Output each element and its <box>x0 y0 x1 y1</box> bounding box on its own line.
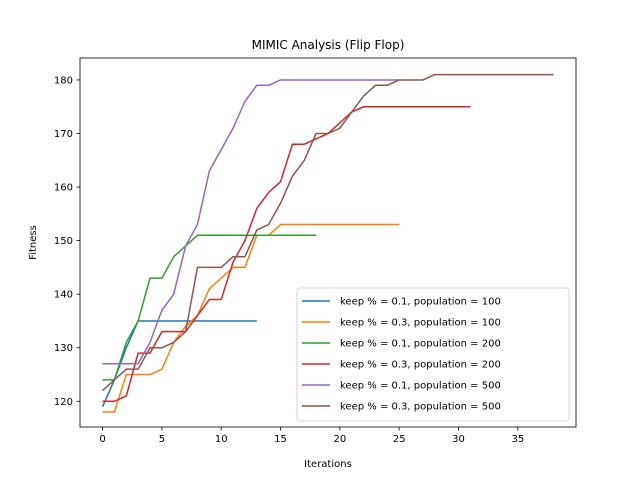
series-line-4 <box>102 105 471 403</box>
legend-label: keep % = 0.3, population = 200 <box>340 360 501 371</box>
y-tick-label: 130 <box>54 343 73 354</box>
x-tick-label: 10 <box>215 434 228 445</box>
y-axis-label: Fitness <box>28 225 39 260</box>
legend-box <box>296 287 570 422</box>
x-tick-label: 20 <box>333 434 346 445</box>
y-tick-label: 170 <box>54 129 73 140</box>
x-axis-ticks: 0 5 10 15 20 25 30 35 <box>99 427 524 445</box>
x-tick-label: 0 <box>99 434 105 445</box>
legend-label: keep % = 0.1, population = 100 <box>340 297 501 308</box>
legend-label: keep % = 0.3, population = 100 <box>340 318 501 329</box>
series-line-1 <box>101 320 257 407</box>
x-tick-label: 30 <box>452 434 465 445</box>
series-line-6 <box>102 73 554 392</box>
series-line-3 <box>102 234 317 381</box>
series-line-2 <box>102 223 400 413</box>
x-tick-label: 5 <box>159 434 165 445</box>
x-axis-label: Iterations <box>304 459 352 470</box>
plot-lines <box>101 73 554 413</box>
legend-label: keep % = 0.1, population = 500 <box>340 381 501 392</box>
x-tick-label: 15 <box>274 434 287 445</box>
plot-frame <box>79 57 577 428</box>
x-tick-label: 25 <box>393 434 406 445</box>
legend: keep % = 0.1, population = 100 keep % = 0… <box>296 287 570 422</box>
series-line-5 <box>102 79 400 365</box>
y-tick-label: 150 <box>54 236 73 247</box>
legend-label: keep % = 0.1, population = 200 <box>340 339 501 350</box>
x-tick-label: 35 <box>511 434 524 445</box>
y-tick-label: 120 <box>54 397 73 408</box>
y-tick-label: 180 <box>54 75 73 86</box>
y-tick-label: 160 <box>54 183 73 194</box>
y-axis-ticks: 120 130 140 150 160 170 180 <box>54 75 80 408</box>
y-tick-label: 140 <box>54 290 73 301</box>
chart-title: MIMIC Analysis (Flip Flop) <box>252 38 405 52</box>
legend-label: keep % = 0.3, population = 500 <box>340 402 501 413</box>
